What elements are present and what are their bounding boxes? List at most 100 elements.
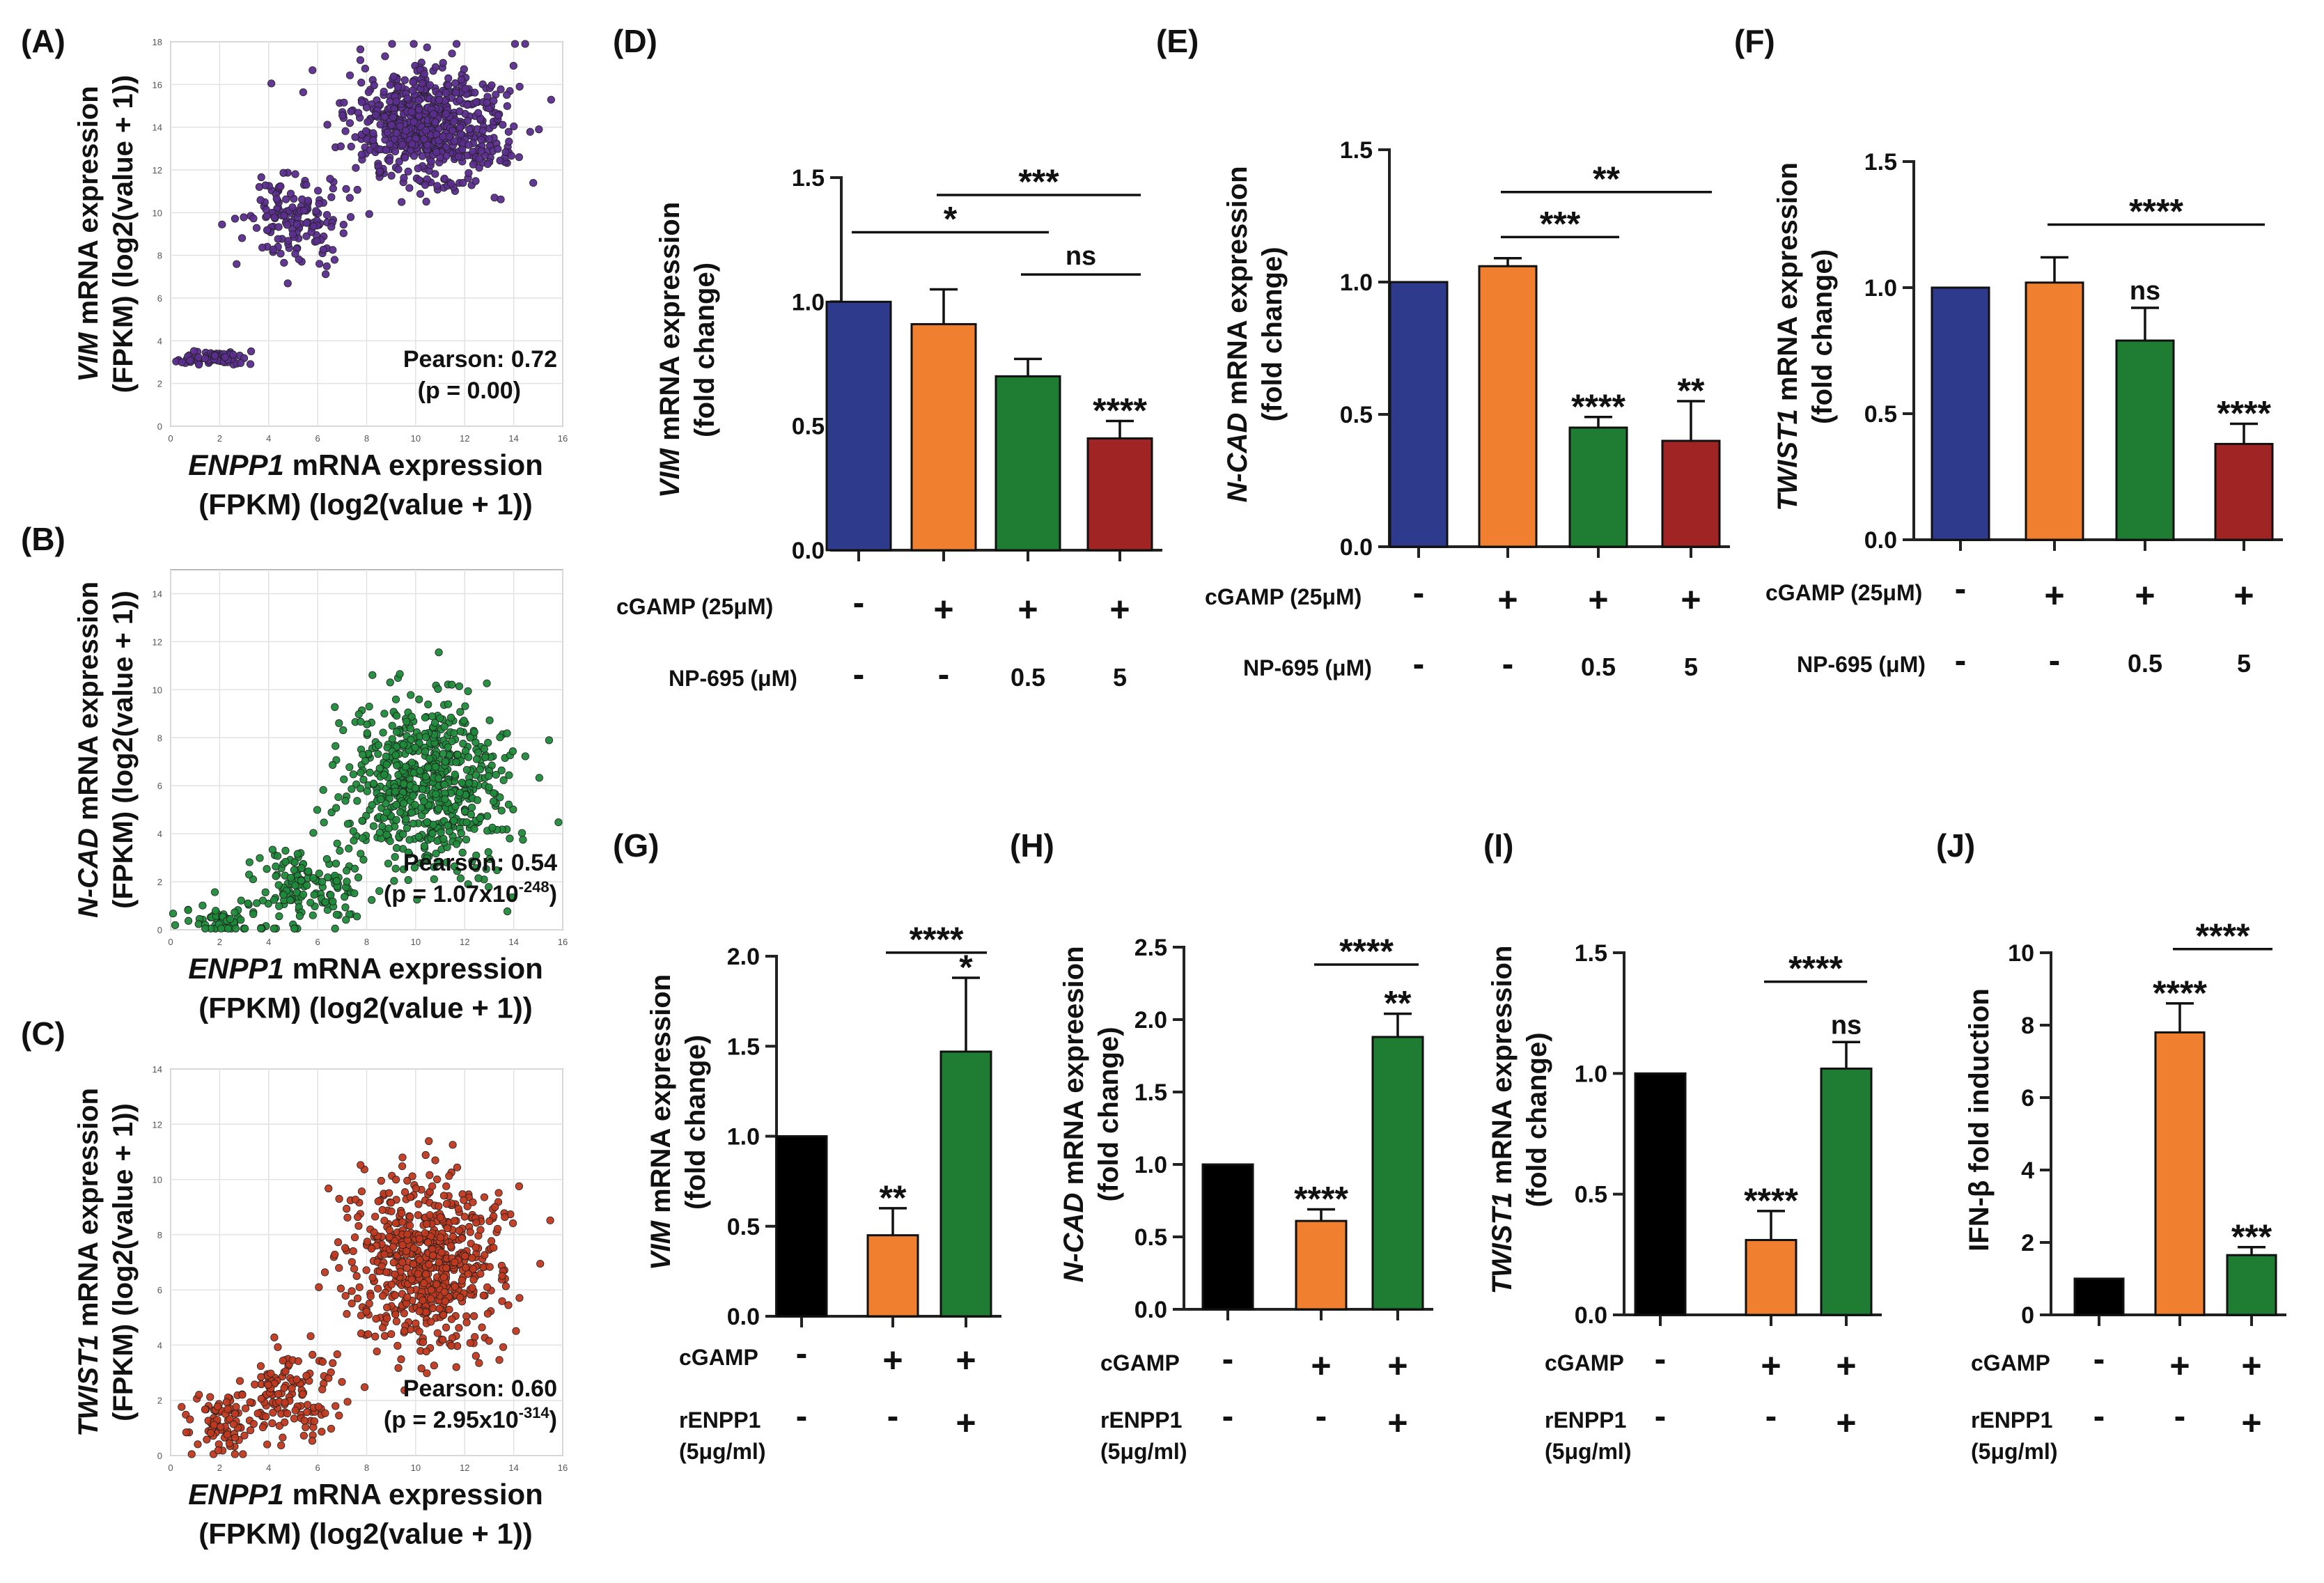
scatter-point: [414, 832, 423, 841]
scatter-point: [396, 670, 404, 678]
scatter-point: [326, 175, 334, 183]
scatter-point: [392, 129, 401, 137]
scatter-point: [221, 353, 229, 361]
scatter-point: [434, 804, 443, 813]
y-axis-label-line1: N-CAD mRNA expreesion: [1059, 946, 1089, 1282]
panel-label: (H): [1010, 827, 1054, 864]
scatter-point: [487, 1237, 496, 1245]
scatter-point: [327, 891, 335, 899]
scatter-point: [469, 1265, 477, 1273]
scatter-point: [466, 1339, 474, 1347]
scatter-point: [279, 891, 288, 899]
scatter-point: [462, 818, 471, 827]
y-tick-label: 1.5: [1134, 1079, 1167, 1106]
scatter-point: [262, 1412, 270, 1421]
scatter-point: [382, 146, 390, 155]
scatter-point: [432, 148, 441, 157]
condition-label-unit: (5μg/ml): [1100, 1439, 1187, 1464]
scatter-point: [280, 1384, 288, 1392]
y-axis-label-line2: (fold change): [680, 1035, 711, 1210]
y-axis-label-line2: (fold change): [1522, 1032, 1552, 1207]
scatter-point: [210, 888, 219, 896]
scatter-point: [184, 917, 193, 925]
scatter-point: [318, 1357, 327, 1366]
condition-value: +: [1680, 580, 1701, 619]
scatter-point: [382, 830, 391, 839]
scatter-point: [237, 896, 245, 905]
scatter-point: [369, 779, 378, 788]
scatter-point: [369, 822, 378, 830]
x-axis-label-gene: ENPP1: [188, 1478, 284, 1511]
scatter-point: [362, 103, 371, 111]
scatter-point: [439, 132, 447, 141]
scatter-point: [321, 1409, 329, 1417]
scatter-point: [407, 1275, 416, 1284]
condition-label-unit: (5μg/ml): [1545, 1439, 1631, 1464]
scatter-point: [380, 1332, 389, 1340]
condition-value: +: [1311, 1346, 1331, 1385]
scatter-point: [367, 1245, 376, 1253]
scatter-point: [240, 213, 248, 221]
bracket-label: ***: [1540, 204, 1581, 243]
scatter-point: [428, 829, 437, 838]
scatter-point: [444, 821, 452, 830]
scatter-point: [322, 262, 331, 270]
scatter-point: [412, 1319, 420, 1327]
scatter-point: [283, 221, 291, 229]
scatter-point: [508, 893, 517, 902]
scatter-point: [222, 1398, 231, 1406]
y-axis-label-gene: VIM: [73, 332, 104, 382]
scatter-point: [195, 1391, 203, 1399]
condition-label: cGAMP (25μM): [616, 594, 773, 619]
scatter-point: [281, 846, 290, 855]
scatter-point: [293, 220, 302, 228]
scatter-point: [329, 246, 337, 254]
y-axis-label-gene: TWIST1: [1487, 1192, 1518, 1295]
panel-label: (D): [613, 23, 657, 59]
x-tick-label: 8: [364, 937, 369, 947]
y-tick-label: 0.0: [1864, 527, 1897, 554]
y-axis-label: N-CAD mRNA expreesion (fold change): [1059, 946, 1124, 1282]
condition-value: -: [796, 1396, 808, 1435]
scatter-point: [421, 747, 430, 756]
scatter-point: [449, 1141, 457, 1149]
scatter-point: [245, 871, 254, 879]
scatter-point: [332, 910, 341, 919]
scatter-point: [336, 1284, 345, 1293]
scatter-point: [499, 1343, 508, 1351]
scatter-point: [462, 835, 471, 844]
bracket-label: *: [944, 199, 958, 238]
scatter-point: [370, 1229, 378, 1237]
bracket-label: ****: [910, 920, 964, 959]
scatter-point: [443, 1224, 452, 1233]
bar: [2154, 1031, 2206, 1316]
scatter-point: [388, 722, 396, 730]
scatter-point: [293, 888, 301, 897]
scatter-point: [357, 717, 365, 726]
bar: [1634, 1072, 1687, 1316]
scatter-point: [454, 1204, 462, 1213]
scatter-point: [402, 1247, 410, 1256]
scatter-point: [352, 164, 360, 172]
scatter-point: [249, 1419, 258, 1428]
scatter-point: [356, 45, 365, 54]
scatter-point: [472, 1219, 481, 1227]
scatter-point: [291, 881, 299, 889]
scatter-point: [526, 127, 534, 136]
scatter-point: [449, 1233, 458, 1241]
condition-value: -: [1316, 1396, 1327, 1435]
x-tick-label: 12: [460, 1463, 469, 1473]
scatter-point: [302, 1423, 310, 1431]
scatter-point: [357, 1187, 366, 1196]
scatter-point: [340, 775, 348, 783]
scatter-point: [426, 1171, 434, 1179]
scatter-point: [274, 881, 283, 889]
scatter-point: [439, 1311, 448, 1319]
scatter-point: [448, 49, 456, 58]
scatter-point: [353, 1294, 362, 1302]
x-tick-label: 0: [168, 937, 173, 947]
scatter-point: [247, 347, 256, 356]
scatter-point: [411, 743, 419, 752]
scatter-point: [365, 210, 373, 218]
